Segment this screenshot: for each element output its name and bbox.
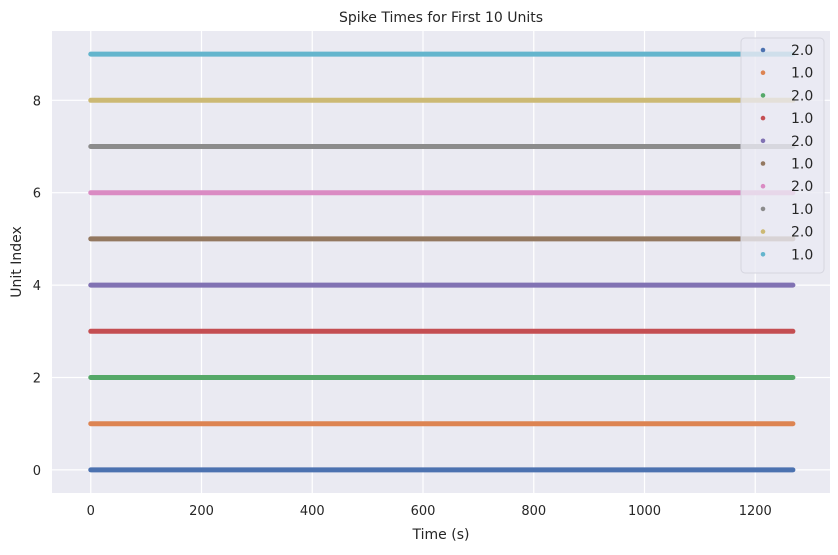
- x-axis-label: Time (s): [412, 527, 470, 543]
- y-axis-label: Unit Index: [9, 226, 25, 298]
- legend-marker: [760, 70, 766, 75]
- legend-entry-label: 1.0: [791, 202, 813, 218]
- legend: 2.0 1.0 2.0 1.0 2.0 1.0 2.0 1.0 2.0 1.0: [740, 37, 825, 274]
- legend-entry-label: 2.0: [791, 88, 813, 104]
- legend-entry-label: 2.0: [791, 179, 813, 195]
- axes: 0 200 400 600 800 1000 1200 0 2 4 6 8: [33, 94, 772, 519]
- legend-marker: [760, 93, 766, 98]
- legend-entry-label: 2.0: [791, 225, 813, 241]
- legend-entry-label: 2.0: [791, 43, 813, 59]
- y-tick-label: 8: [33, 94, 41, 109]
- y-tick-label: 0: [33, 464, 41, 479]
- legend-marker: [760, 206, 766, 212]
- legend-entry-label: 1.0: [791, 66, 813, 82]
- legend-marker: [760, 252, 766, 257]
- x-tick-label: 400: [300, 504, 325, 519]
- legend-marker: [760, 161, 766, 166]
- plot-background: [52, 31, 830, 493]
- legend-marker: [760, 138, 766, 144]
- x-tick-label: 1000: [628, 504, 661, 519]
- legend-marker: [760, 229, 766, 234]
- legend-marker: [760, 47, 766, 53]
- x-tick-label: 0: [87, 504, 95, 519]
- x-tick-label: 600: [411, 504, 436, 519]
- legend-entry-label: 1.0: [791, 111, 813, 127]
- chart-title: Spike Times for First 10 Units: [339, 10, 543, 26]
- legend-marker: [760, 183, 766, 189]
- legend-entry-label: 1.0: [791, 157, 813, 173]
- x-tick-label: 200: [189, 504, 214, 519]
- y-tick-label: 4: [33, 279, 41, 294]
- series-layer: [88, 51, 796, 473]
- x-tick-label: 800: [521, 504, 546, 519]
- x-tick-label: 1200: [739, 504, 772, 519]
- y-tick-label: 6: [33, 187, 41, 202]
- legend-marker: [760, 115, 766, 121]
- legend-entry-label: 1.0: [791, 247, 813, 263]
- y-tick-label: 2: [33, 372, 41, 387]
- legend-entry-label: 2.0: [791, 134, 813, 150]
